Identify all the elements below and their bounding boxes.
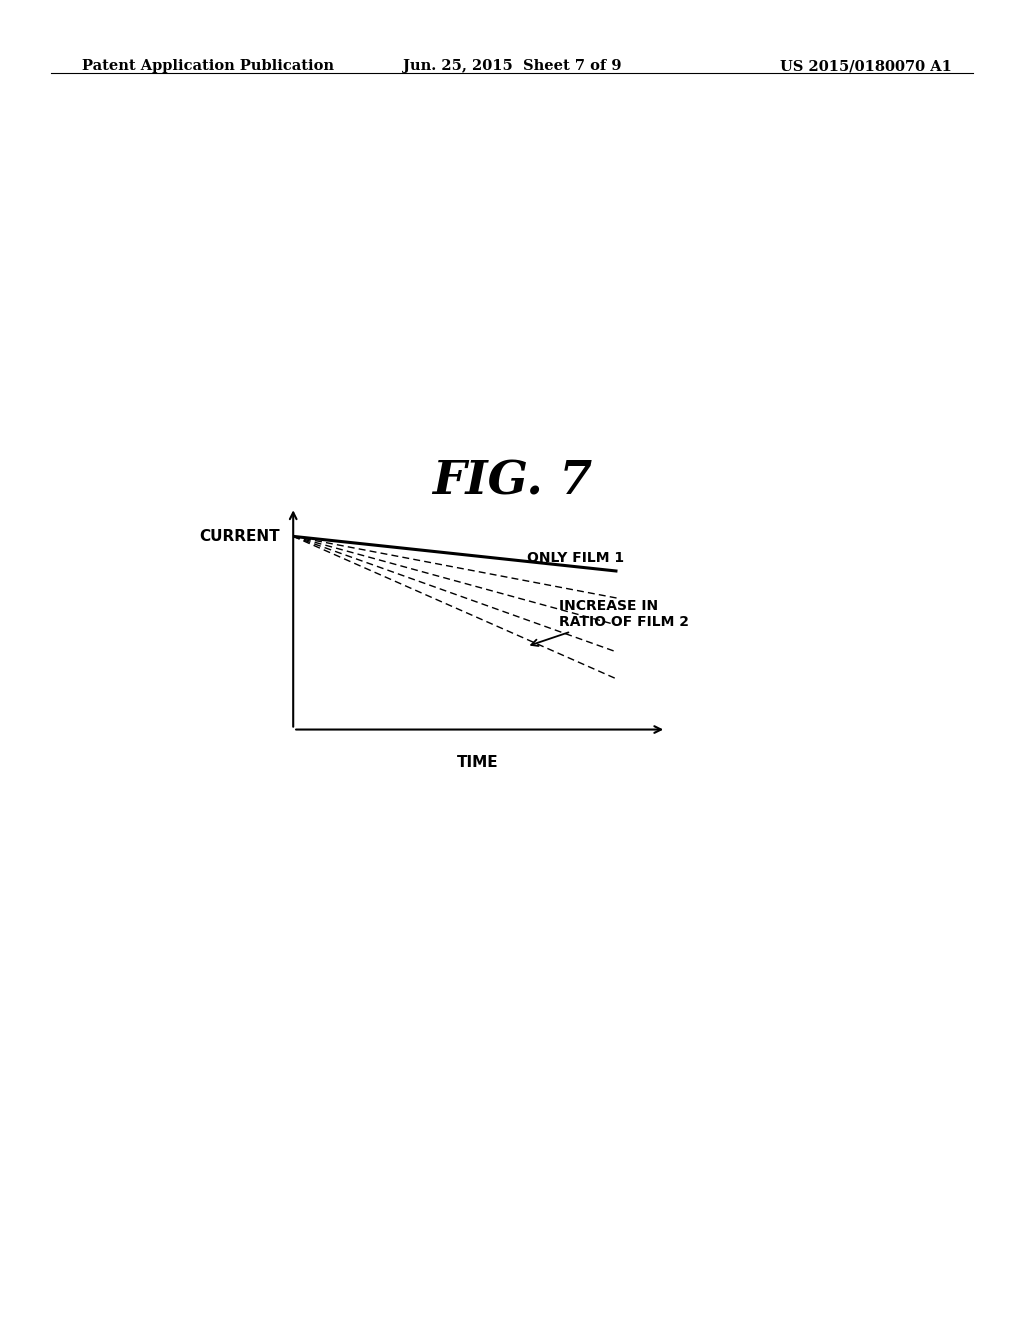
Text: CURRENT: CURRENT bbox=[200, 529, 281, 544]
Text: ONLY FILM 1: ONLY FILM 1 bbox=[526, 550, 624, 565]
Text: Patent Application Publication: Patent Application Publication bbox=[82, 59, 334, 74]
Text: Jun. 25, 2015  Sheet 7 of 9: Jun. 25, 2015 Sheet 7 of 9 bbox=[402, 59, 622, 74]
Text: TIME: TIME bbox=[458, 755, 499, 770]
Text: INCREASE IN
RATIO OF FILM 2: INCREASE IN RATIO OF FILM 2 bbox=[531, 598, 689, 645]
Text: US 2015/0180070 A1: US 2015/0180070 A1 bbox=[780, 59, 952, 74]
Text: FIG. 7: FIG. 7 bbox=[432, 459, 592, 504]
